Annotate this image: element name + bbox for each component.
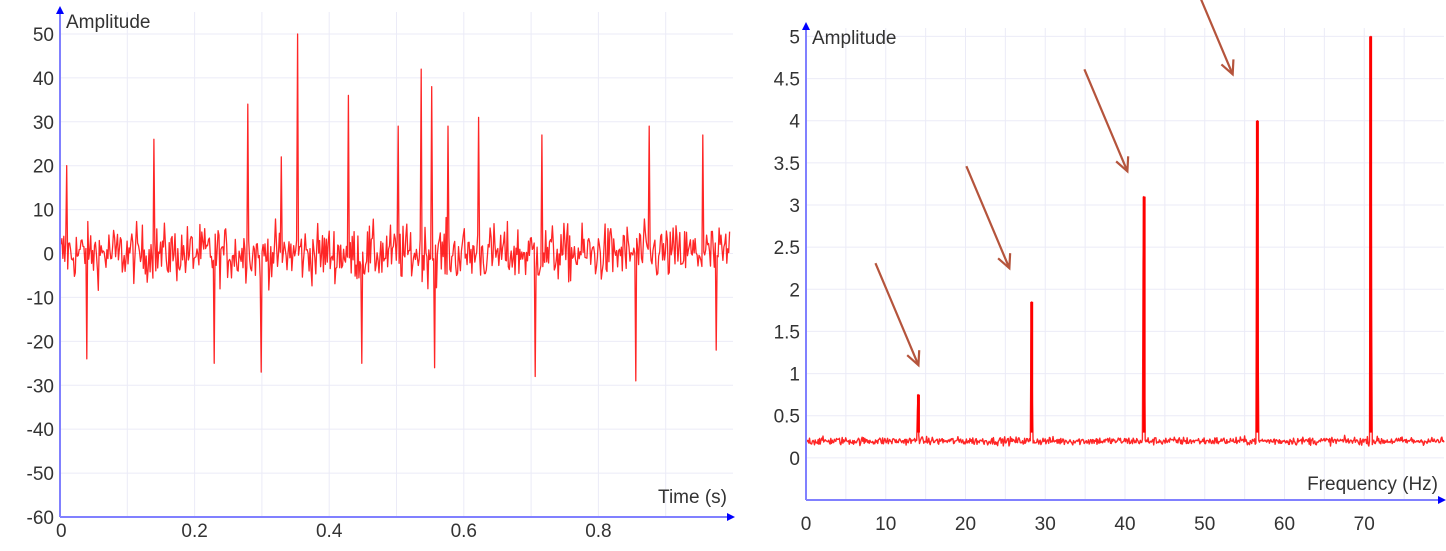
left-y-axis-label: Amplitude [66,12,151,33]
arrow-shaft [1083,68,1129,172]
arrow-head [906,350,921,368]
x-tick-label: 0.2 [181,521,207,542]
right-grid [805,28,1444,500]
x-tick-label: 60 [1274,514,1295,535]
x-tick-label: 0 [801,514,812,535]
right-tick-labels: 5 4.5 4 3.5 3 2.5 2 1.5 1 0.5 0 0 10 20 30 40 50 60 70 [774,27,1375,535]
arrow-head [1220,59,1235,77]
y-tick-label: 30 [33,113,54,134]
arrow-head [997,253,1012,271]
x-tick-label: 0.8 [585,521,611,542]
y-axis-arrow [802,22,810,30]
y-tick-label: 5 [789,27,800,48]
arrow-shaft [965,165,1011,269]
y-tick-label: 20 [33,157,54,178]
y-tick-label: 10 [33,201,54,222]
x-tick-label: 50 [1194,514,1215,535]
left-signal-series [59,33,731,382]
y-tick-label: 4.5 [774,70,800,91]
arrow-shaft [1200,0,1234,75]
arrow-shaft [874,262,920,366]
y-tick-label: -10 [27,288,54,309]
right-axes [802,22,1446,504]
y-tick-label: -30 [27,376,54,397]
y-axis-arrow [56,6,64,14]
peak-arrow-annotations [874,0,1235,368]
y-tick-label: 0 [789,449,800,470]
y-tick-label: 50 [33,25,54,46]
right-spectrum-series [805,35,1445,447]
x-axis-arrow [1438,496,1446,504]
y-tick-label: 1 [789,365,800,386]
x-axis-arrow [727,513,735,521]
x-tick-label: 20 [955,514,976,535]
y-tick-label: -50 [27,464,54,485]
y-tick-label: 40 [33,69,54,90]
y-tick-label: -40 [27,420,54,441]
y-tick-label: 3 [789,196,800,217]
time-signal-line [59,33,731,382]
y-tick-label: 0.5 [774,407,800,428]
x-tick-label: 30 [1035,514,1056,535]
y-tick-label: -20 [27,332,54,353]
x-tick-label: 40 [1114,514,1135,535]
y-tick-label: 2.5 [774,238,800,259]
y-tick-label: 3.5 [774,154,800,175]
y-tick-label: -60 [27,508,54,529]
x-tick-label: 0 [56,521,67,542]
y-tick-label: 0 [43,245,54,266]
left-x-axis-label: Time (s) [658,487,727,508]
x-tick-label: 0.6 [451,521,477,542]
x-tick-label: 10 [875,514,896,535]
y-tick-label: 2 [789,280,800,301]
y-tick-label: 4 [789,112,800,133]
arrow-head [1115,156,1130,174]
spectrum-line [805,35,1445,447]
y-tick-label: 1.5 [774,322,800,343]
x-tick-label: 0.4 [316,521,343,542]
x-tick-label: 70 [1354,514,1375,535]
right-x-axis-label: Frequency (Hz) [1307,474,1438,495]
frequency-domain-chart: 5 4.5 4 3.5 3 2.5 2 1.5 1 0.5 0 0 10 20 30 40 50 60 70 Amp… [774,0,1446,535]
left-axes [56,6,735,521]
right-y-axis-label: Amplitude [812,28,897,49]
